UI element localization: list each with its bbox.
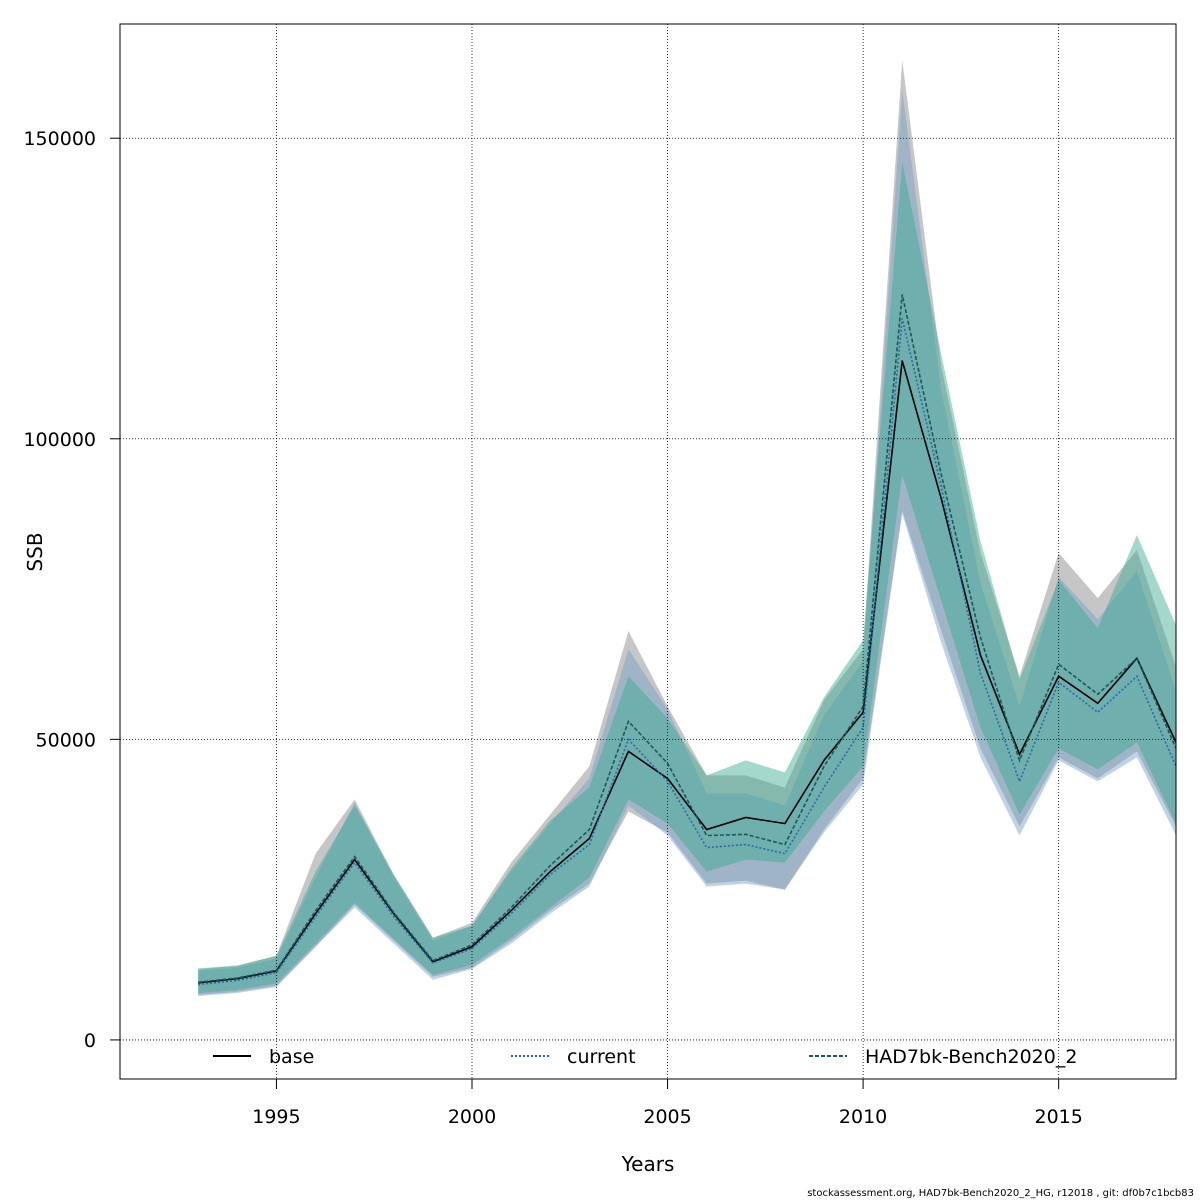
x-tick-label-3: 2010 (839, 1106, 887, 1128)
x-axis: 1995 2000 2005 2010 2015 (252, 1078, 1083, 1128)
series-line-0 (198, 360, 1177, 984)
band-1 (198, 90, 1176, 997)
y-tick-label-3: 150000 (23, 128, 96, 150)
legend-label-2: HAD7bk-Bench2020_2 (865, 1046, 1077, 1068)
band-2 (198, 162, 1176, 994)
x-axis-label: Years (621, 1152, 675, 1176)
legend: base current HAD7bk-Bench2020_2 (213, 1046, 1077, 1068)
plot-frame (119, 23, 1177, 1080)
band-0 (198, 60, 1176, 995)
confidence-bands (198, 60, 1176, 997)
legend-label-1: current (567, 1046, 636, 1068)
x-tick-label-0: 1995 (252, 1106, 300, 1128)
y-tick-label-2: 100000 (23, 429, 96, 451)
y-tick-label-0: 0 (84, 1030, 96, 1052)
series-line-1 (198, 318, 1177, 986)
legend-item-1: current (511, 1046, 636, 1068)
legend-item-0: base (213, 1046, 314, 1068)
legend-label-0: base (269, 1046, 314, 1068)
legend-item-2: HAD7bk-Bench2020_2 (809, 1046, 1077, 1068)
x-tick-label-1: 2000 (448, 1106, 496, 1128)
series-line-2 (198, 294, 1177, 984)
footer-credit: stockassessment.org, HAD7bk-Bench2020_2_… (807, 1188, 1194, 1199)
series-lines (198, 294, 1177, 986)
grid-lines (120, 24, 1176, 1079)
x-tick-label-4: 2015 (1034, 1106, 1082, 1128)
y-axis: 0 50000 100000 150000 (23, 128, 121, 1052)
y-tick-label-1: 50000 (36, 729, 96, 751)
y-axis-label: SSB (23, 532, 47, 571)
x-tick-label-2: 2005 (643, 1106, 691, 1128)
